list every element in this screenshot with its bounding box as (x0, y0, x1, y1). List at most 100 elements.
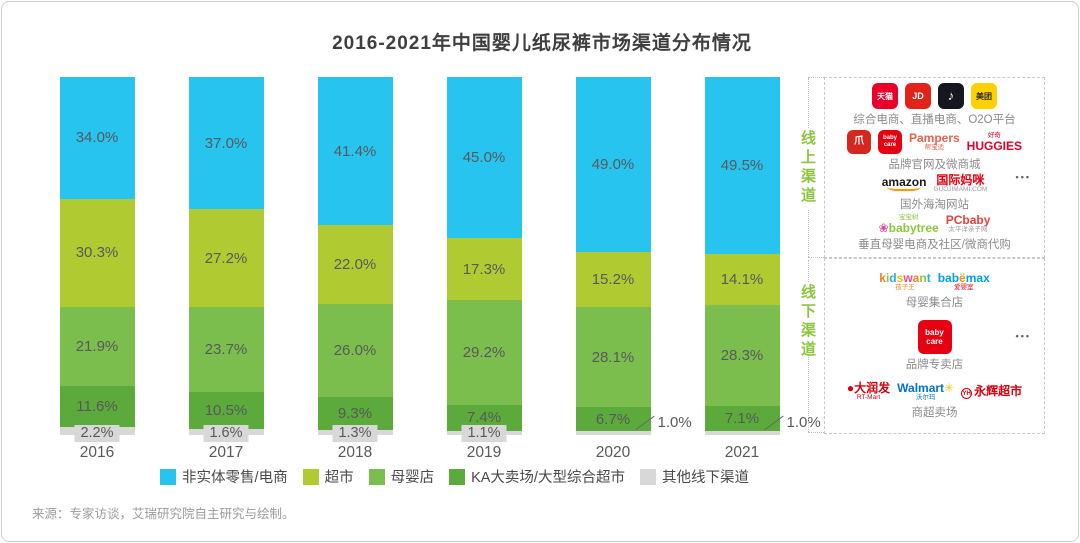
walmart-icon: Walmart✳ 沃尔玛 (897, 382, 954, 402)
douyin-tile-text: ♪ (947, 87, 955, 103)
bracket-line (808, 77, 824, 78)
pampers-icon: Pampers 帮宝适 (909, 132, 960, 152)
segment-value-label: 37.0% (204, 134, 248, 152)
babytree-sub-text: 宝宝树 (898, 214, 919, 222)
guojimami-sub-text: GUOJIMAMI.COM (933, 186, 988, 194)
bracket-line (808, 257, 824, 258)
tmall-tile-text: 天猫 (876, 91, 893, 101)
bar-segment: 28.3% (704, 304, 780, 406)
legend-swatch-icon (160, 468, 177, 485)
online-panel-rows: 天猫 JD ♪ 美团 综合电商、直播电商、O2O平台爪 baby care Pampers 帮… (825, 78, 1044, 257)
panel-icon-row: baby care (917, 320, 952, 354)
other-channel-value-badge: 1.1% (461, 425, 507, 442)
other-channel-value-badge: 1.3% (332, 425, 378, 442)
babytree-icon: 宝宝树 ❀babytree (879, 214, 939, 234)
legend-label: 非实体零售/电商 (182, 470, 288, 486)
segment-value-label: 21.9% (75, 337, 119, 355)
amazon-smile-icon (887, 187, 922, 192)
other-channel-value-label: 1.0% (657, 414, 692, 431)
offline-panel-rows: kidswant 孩子王 babëmax 爱婴室 母婴集合店 baby care 品牌专卖店… (825, 259, 1044, 433)
bracket-line (808, 210, 809, 257)
bar-segment: 23.7% (188, 306, 264, 392)
bar-segment: 28.1% (575, 306, 651, 408)
bar-segment: 21.9% (59, 307, 135, 386)
walmart-wordmark: Walmart✳ (897, 381, 955, 396)
panel-caption: 商超卖场 (911, 406, 958, 419)
bar-2019: 45.0% 17.3% 29.2% 7.4% 1.1% 2019 (446, 77, 522, 461)
segment-value-label: 7.4% (466, 409, 502, 427)
legend-label: 超市 (324, 470, 354, 486)
segment-value-label: 27.2% (204, 249, 248, 267)
segment-value-label: 29.2% (462, 343, 506, 361)
legend-label: 其他线下渠道 (661, 470, 749, 486)
babemax-icon: babëmax 爱婴室 (938, 272, 990, 292)
segment-value-label: 45.0% (462, 149, 506, 167)
bar-segment (704, 431, 780, 435)
segment-value-label: 28.1% (591, 348, 635, 366)
bar-segment: 15.2% (575, 252, 651, 307)
x-axis-label: 2018 (337, 444, 373, 461)
bar-segment: 10.5% (188, 391, 264, 430)
bar-segment: 9.3% (317, 397, 393, 431)
bar-2016: 34.0% 30.3% 21.9% 11.6% 2.2% 2016 (59, 77, 135, 461)
panel-caption: 母婴集合店 (905, 296, 964, 309)
segment-value-label: 28.3% (720, 346, 764, 364)
x-axis-label: 2019 (466, 444, 502, 461)
legend-swatch-icon (639, 468, 656, 485)
pcbaby-wordmark: PCbaby (945, 213, 991, 228)
bar-segment: 26.0% (317, 303, 393, 398)
rtmart-icon: ●大润发 RT-Mart (847, 382, 890, 402)
online-channels-label: 线上渠道 (799, 130, 816, 206)
babycare-big-icon: baby care (917, 320, 952, 354)
legend-item: 非实体零售/电商 (160, 466, 288, 487)
x-axis-label: 2016 (79, 444, 115, 461)
panel-row: 天猫 JD ♪ 美团 综合电商、直播电商、O2O平台 (853, 83, 1016, 127)
kidswant-wordmark: kidswant (879, 271, 931, 286)
huggies-icon: 好奇 HUGGIES (967, 132, 1022, 152)
legend-item: 其他线下渠道 (639, 466, 749, 487)
more-ellipsis: ••• (1015, 331, 1031, 341)
segment-value-label: 41.4% (333, 142, 377, 160)
bar-segment: 22.0% (317, 225, 393, 304)
panel-row: 爪 baby care Pampers 帮宝适 好奇 HUGGIES 品牌官网及微商城 (846, 129, 1022, 172)
x-axis-label: 2017 (208, 444, 244, 461)
offline-channels-panel: kidswant 孩子王 babëmax 爱婴室 母婴集合店 baby care 品牌专卖店… (824, 258, 1045, 434)
rtmart-wordmark: ●大润发 (846, 381, 891, 396)
yonghui-wordmark: YH 永辉超市 (961, 383, 1023, 400)
bar-segment: 7.1% (704, 405, 780, 432)
chart-legend: 非实体零售/电商 超市 母婴店 KA大卖场/大型综合超市 其他线下渠道 (2, 466, 907, 487)
segment-value-label: 34.0% (75, 129, 119, 147)
segment-value-label: 7.1% (724, 410, 760, 428)
panel-icon-row: 天猫 JD ♪ 美团 (871, 83, 997, 110)
redbrand-icon: 爪 (846, 129, 871, 154)
legend-item: KA大卖场/大型综合超市 (449, 466, 625, 487)
panel-row: amazon 国际妈咪 GUOJIMAMI.COM 国外海淘网站 (882, 174, 988, 212)
segment-value-label: 30.3% (75, 244, 119, 262)
guojimami-wordmark: 国际妈咪 (936, 173, 985, 188)
segment-value-label: 49.5% (720, 157, 764, 175)
bar-segment: 41.4% (317, 77, 393, 226)
panel-row: ●大润发 RT-Mart Walmart✳ 沃尔玛 YH 永辉超市 商超卖场 (847, 382, 1022, 420)
douyin-icon: ♪ (937, 83, 964, 110)
other-channel-value-badge: 2.2% (74, 425, 120, 442)
bracket-line (808, 260, 809, 282)
babycare-tile-text: baby care (882, 134, 897, 148)
legend-label: KA大卖场/大型综合超市 (471, 470, 625, 486)
segment-value-label: 22.0% (333, 256, 377, 274)
kidswant-sub-text: 孩子王 (895, 284, 915, 292)
bar-segment: 11.6% (59, 385, 135, 428)
panel-caption: 综合电商、直播电商、O2O平台 (853, 114, 1016, 127)
bar-segment: 30.3% (59, 198, 135, 308)
bracket-line (808, 78, 809, 128)
pampers-sub-text: 帮宝适 (924, 144, 945, 152)
rtmart-sub-text: RT-Mart (856, 394, 881, 402)
bar-chart: 34.0% 30.3% 21.9% 11.6% 2.2% 2016 37.0% 27.2% 23… (2, 77, 821, 461)
bar-segment: 34.0% (59, 77, 135, 199)
amazon-icon: amazon (882, 176, 926, 192)
meituan-tile-text: 美团 (975, 91, 992, 101)
bar-2018: 41.4% 22.0% 26.0% 9.3% 1.3% 2018 (317, 77, 393, 461)
babytree-wordmark: ❀babytree (878, 220, 939, 235)
yonghui-icon: YH 永辉超市 (961, 385, 1022, 400)
pampers-wordmark: Pampers (908, 131, 960, 146)
huggies-sub-text: 好奇 (987, 132, 1001, 140)
